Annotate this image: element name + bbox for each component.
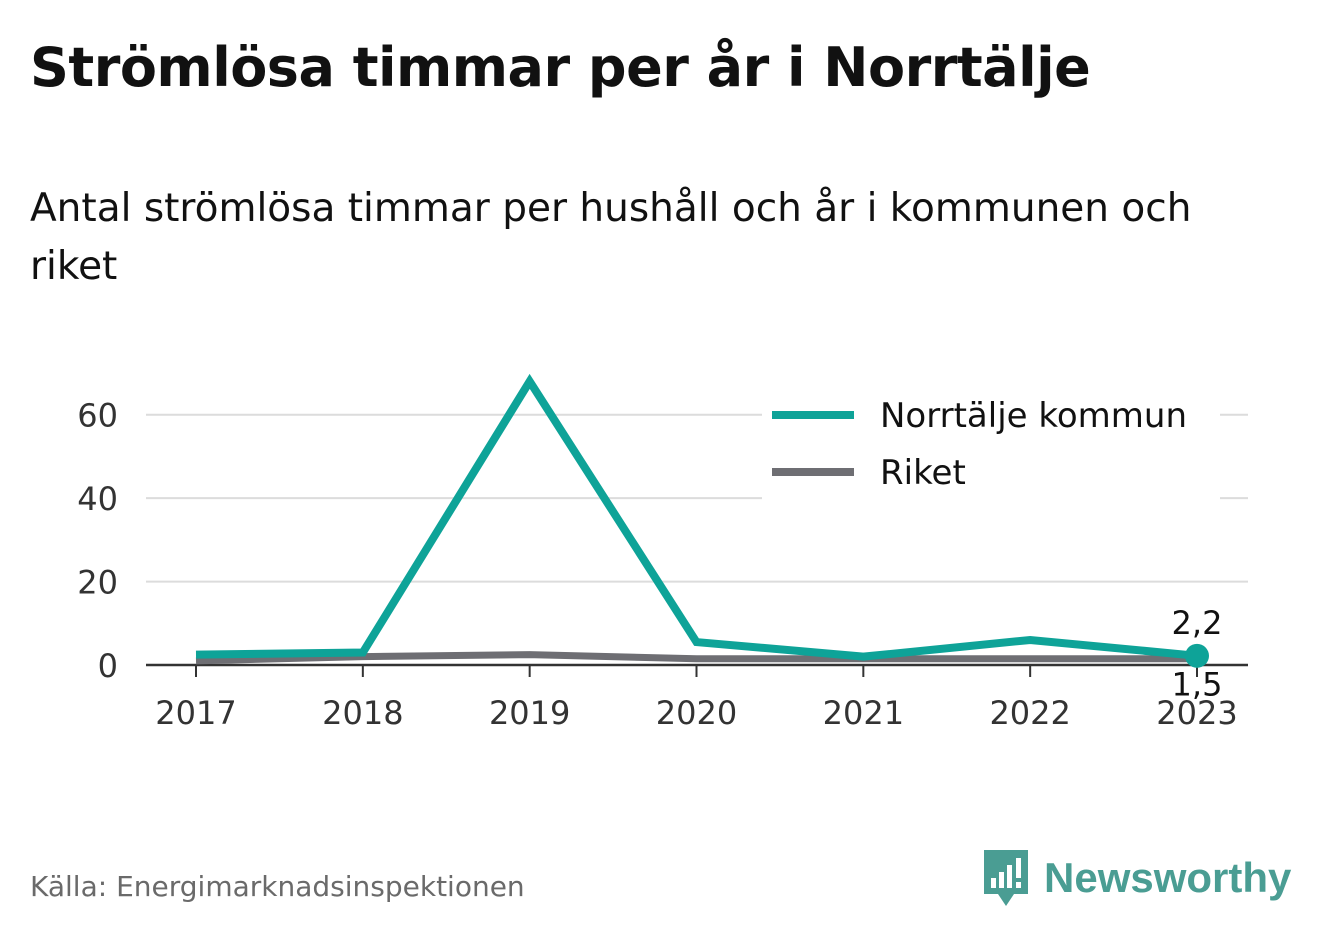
legend-label-1: Riket [880, 453, 966, 493]
series-lines [195, 373, 1198, 665]
x-tick-label: 2022 [989, 694, 1070, 732]
y-tick-label: 0 [98, 647, 118, 685]
x-tick-label: 2018 [322, 694, 403, 732]
series-line-0 [195, 373, 1198, 661]
chart-subtitle: Antal strömlösa timmar per hushåll och å… [30, 186, 1192, 289]
y-tick-label: 20 [77, 564, 118, 602]
brand-logo: Newsworthy [982, 848, 1291, 908]
brand-name: Newsworthy [1044, 854, 1292, 901]
end-label-1: 1,5 [1172, 666, 1223, 704]
bar-chart-icon [984, 850, 1028, 906]
y-tick-labels: 0 20 40 60 [77, 397, 118, 685]
legend-label-0: Norrtälje kommun [880, 396, 1187, 436]
x-tick-labels: 2017 2018 2019 2020 2021 2022 2023 [155, 694, 1237, 732]
y-tick-label: 40 [77, 480, 118, 518]
legend: Norrtälje kommun Riket [762, 384, 1220, 508]
source-note: Källa: Energimarknadsinspektionen [30, 870, 525, 903]
chart-title: Strömlösa timmar per år i Norrtälje [30, 36, 1091, 99]
y-tick-label: 60 [77, 397, 118, 435]
data-labels: 2,2 1,5 [1172, 604, 1223, 704]
end-markers [1185, 643, 1209, 668]
series-line-1 [195, 651, 1197, 665]
x-tick-label: 2020 [656, 694, 737, 732]
x-tick-label: 2017 [155, 694, 236, 732]
x-tick-marks [195, 665, 1198, 677]
legend-box [762, 384, 1220, 508]
x-tick-label: 2019 [489, 694, 570, 732]
x-tick-label: 2021 [823, 694, 904, 732]
end-marker-0 [1185, 643, 1209, 668]
x-tick-label: 2023 [1156, 694, 1237, 732]
end-label-0: 2,2 [1172, 604, 1223, 642]
